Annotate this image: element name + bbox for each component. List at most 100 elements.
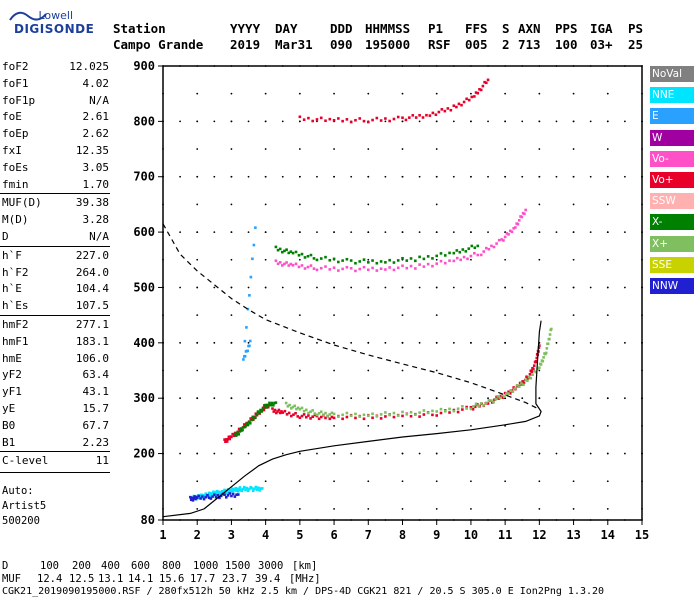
ionogram-plot: 1 2 3 4 5 6 7 8 9 10 11 12 13 14 158020030040050060070… [133, 59, 649, 542]
lowell-logo: Lowell DIGISONDE [8, 6, 103, 40]
echo-point [495, 242, 498, 245]
grid-dot [641, 120, 643, 123]
grid-dot [179, 397, 182, 400]
echo-point [409, 410, 413, 414]
x-tick-label: 14 [601, 528, 615, 542]
echo-point [291, 405, 295, 409]
grid-dot [247, 120, 250, 123]
grid-dot [623, 65, 626, 67]
param-row: M(D) 3.28 [2, 213, 109, 229]
echo-point [277, 408, 281, 412]
echo-point [330, 415, 334, 419]
echo-point [458, 250, 462, 254]
echo-point [297, 265, 301, 269]
grid-dot [384, 65, 387, 67]
echo-point [401, 414, 404, 418]
echo-point [319, 410, 323, 414]
grid-dot [418, 120, 421, 123]
echo-point [532, 364, 536, 367]
echo-point [328, 413, 332, 416]
param-value: 43.1 [82, 385, 110, 399]
grid-dot [538, 175, 541, 178]
grid-dot [333, 369, 335, 372]
echo-point [422, 265, 426, 268]
param-row: foEs 3.05 [2, 161, 109, 177]
echo-point [202, 497, 206, 501]
muf-value: 13.1 [98, 573, 124, 585]
grid-dot [504, 175, 507, 178]
param-row: fxI 12.35 [2, 144, 109, 160]
echo-point [538, 366, 541, 370]
grid-dot [230, 341, 233, 344]
echo-point [260, 410, 264, 413]
grid-dot [367, 148, 370, 150]
echo-point [272, 410, 276, 413]
echo-point [271, 407, 274, 410]
grid-dot [435, 203, 438, 206]
grid-dot [247, 519, 250, 521]
grid-dot [162, 508, 164, 510]
echo-point [269, 403, 273, 407]
echo-point [502, 395, 506, 398]
echo-point [379, 413, 383, 416]
x-tick-label: 1 [159, 528, 166, 542]
echo-point [332, 416, 336, 420]
grid-dot [435, 286, 438, 289]
echo-point [384, 117, 387, 120]
echo-point [307, 116, 310, 120]
echo-point [426, 255, 430, 258]
echo-point [309, 253, 313, 257]
grid-dot [316, 452, 318, 455]
echo-point [332, 266, 336, 270]
echo-point [224, 496, 228, 499]
grid-dot [452, 175, 455, 178]
echo-point [309, 410, 312, 413]
grid-dot [350, 286, 353, 289]
echo-point [457, 102, 461, 106]
echo-point [520, 215, 524, 219]
echo-point [502, 239, 505, 242]
echo-point [388, 413, 391, 417]
grid-dot [435, 397, 438, 400]
grid-dot [264, 231, 267, 233]
echo-point [228, 488, 232, 492]
grid-dot [367, 480, 370, 483]
echo-point [535, 356, 539, 360]
header-value-6: 005 [465, 37, 488, 52]
echo-point [479, 402, 483, 405]
grid-dot [555, 519, 558, 521]
legend-item-vo-: Vo+ [650, 172, 694, 188]
param-name: foF1 [2, 76, 29, 90]
echo-point [362, 417, 366, 421]
grid-dot [316, 65, 318, 67]
echo-point [226, 494, 230, 497]
param-row: foF1p N/A [2, 94, 109, 110]
echo-point [300, 252, 304, 256]
echo-point [235, 489, 238, 493]
grid-dot [435, 258, 438, 261]
echo-point [220, 489, 224, 493]
echo-point [485, 401, 488, 405]
grid-dot [572, 341, 575, 344]
param-row: MUF(D) 39.38 [2, 196, 109, 212]
echo-point [515, 384, 519, 387]
echo-point [324, 255, 327, 259]
grid-dot [418, 175, 421, 178]
param-row: hmE 106.0 [2, 352, 109, 368]
echo-point [234, 434, 238, 437]
echo-point [265, 406, 269, 409]
x-tick-label: 8 [399, 528, 406, 542]
legend-item-x-: X- [650, 214, 694, 231]
grid-dot [589, 120, 592, 123]
param-value: 2.62 [82, 127, 110, 141]
grid-dot [606, 369, 609, 372]
echo-point [379, 260, 383, 263]
grid-dot [521, 519, 524, 521]
echo-point [219, 494, 223, 498]
grid-dot [452, 120, 455, 123]
echo-point [422, 409, 426, 412]
echo-point [358, 267, 362, 271]
echo-point [324, 411, 327, 415]
echo-point [428, 114, 432, 117]
echo-point [253, 487, 256, 491]
